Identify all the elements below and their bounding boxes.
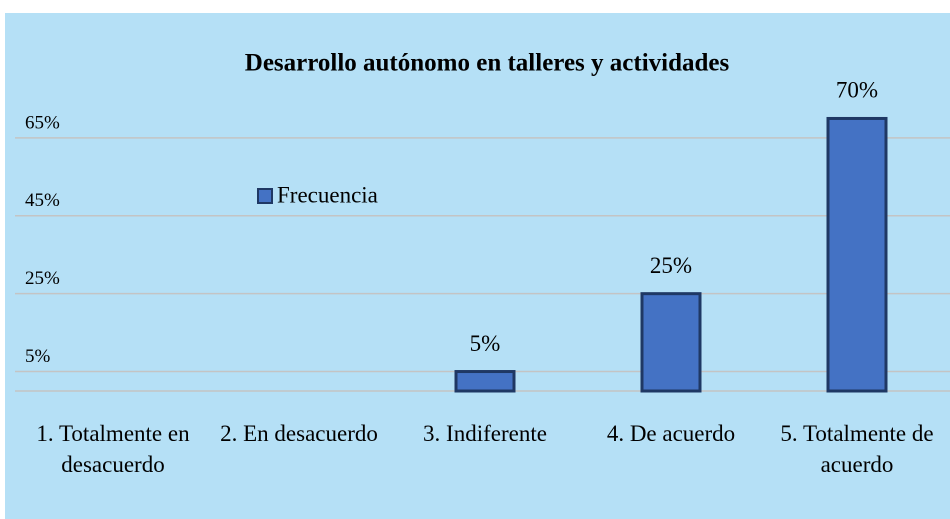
chart-title: Desarrollo autónomo en talleres y activi… [245, 50, 730, 77]
x-tick-label: 5. Totalmente de acuerdo [780, 421, 934, 477]
legend-label: Frecuencia [277, 182, 378, 207]
data-label: 5% [470, 331, 501, 356]
bar [454, 370, 516, 393]
y-tick-label: 25% [25, 268, 60, 289]
y-tick-label: 65% [25, 112, 60, 133]
y-tick-label: 5% [25, 346, 51, 367]
bar [826, 116, 888, 393]
x-tick-label: 2. En desacuerdo [220, 421, 378, 446]
y-tick-label: 45% [25, 190, 60, 211]
legend-swatch [257, 188, 273, 204]
data-label: 70% [836, 78, 878, 103]
data-label: 25% [650, 253, 692, 278]
x-tick-label: 3. Indiferente [423, 421, 547, 446]
x-tick-label: 1. Totalmente en desacuerdo [36, 421, 190, 477]
bar [640, 292, 702, 393]
x-tick-label: 4. De acuerdo [606, 421, 736, 446]
chart-background [5, 13, 950, 519]
